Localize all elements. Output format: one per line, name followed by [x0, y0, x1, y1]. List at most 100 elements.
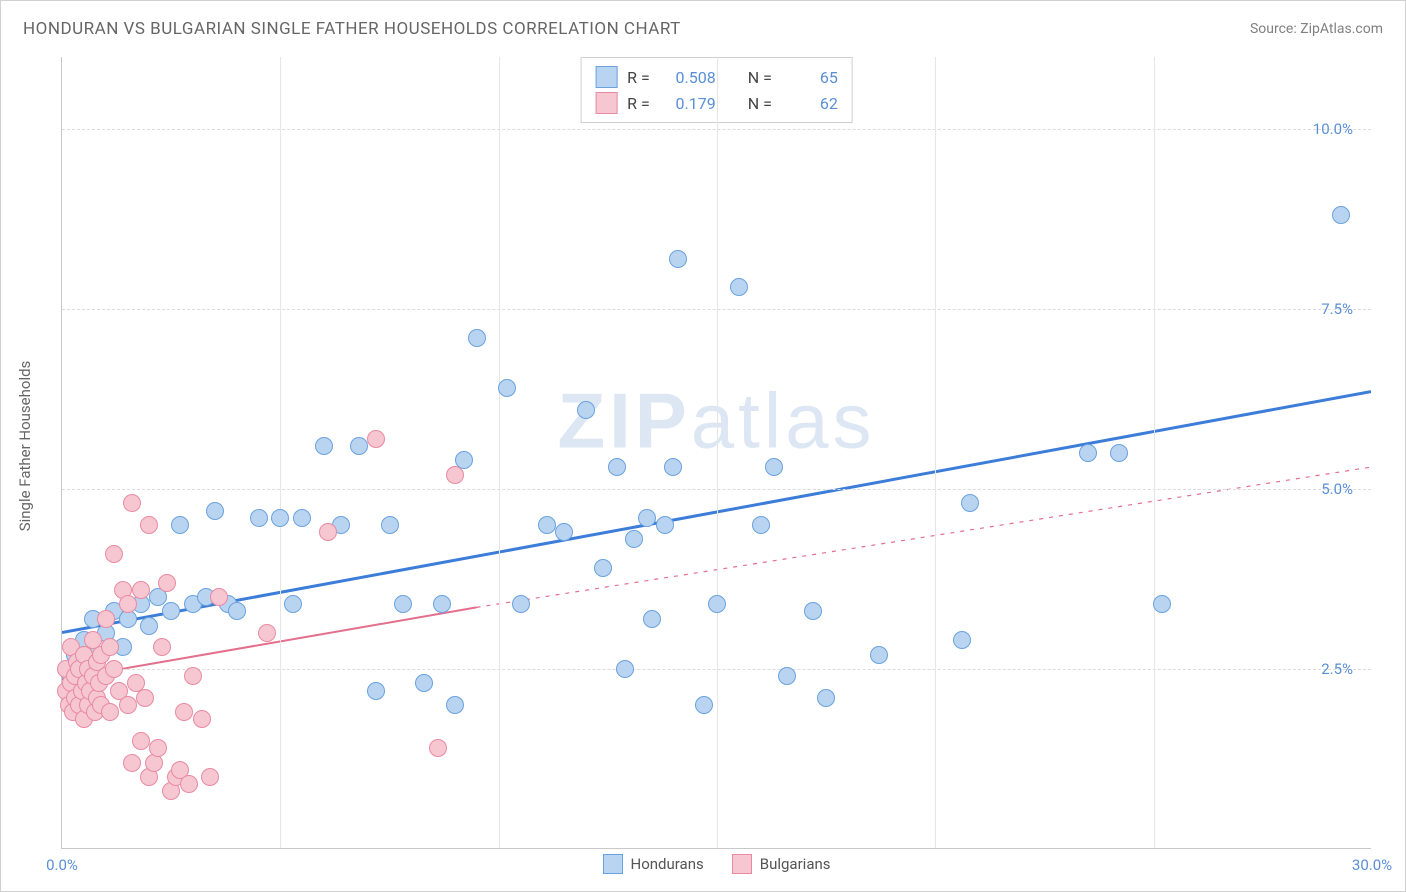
point-honduran [1153, 595, 1171, 613]
swatch-bulgarian [732, 854, 752, 874]
point-honduran [206, 502, 224, 520]
point-honduran [577, 401, 595, 419]
chart-title: HONDURAN VS BULGARIAN SINGLE FATHER HOUS… [23, 19, 681, 39]
gridline-v [935, 57, 936, 848]
point-bulgarian [123, 494, 141, 512]
chart-header: HONDURAN VS BULGARIAN SINGLE FATHER HOUS… [23, 19, 1383, 39]
point-honduran [394, 595, 412, 613]
legend-label-bulgarian: Bulgarians [760, 855, 831, 873]
point-honduran [498, 379, 516, 397]
legend-item-bulgarian: Bulgarians [732, 854, 831, 874]
chart-container: HONDURAN VS BULGARIAN SINGLE FATHER HOUS… [0, 0, 1406, 892]
point-honduran [870, 646, 888, 664]
point-honduran [730, 278, 748, 296]
gridline-v [499, 57, 500, 848]
point-honduran [512, 595, 530, 613]
point-bulgarian [105, 660, 123, 678]
x-tick-label: 30.0% [1352, 856, 1392, 874]
point-honduran [616, 660, 634, 678]
gridline-v [280, 57, 281, 848]
r-label: R = [627, 68, 650, 87]
point-honduran [708, 595, 726, 613]
point-bulgarian [136, 689, 154, 707]
point-honduran [538, 516, 556, 534]
point-honduran [638, 509, 656, 527]
point-honduran [1110, 444, 1128, 462]
plot-area: ZIPatlas R = 0.508 N = 65 R = 0.179 N = … [61, 57, 1371, 849]
point-honduran [594, 559, 612, 577]
point-honduran [271, 509, 289, 527]
point-honduran [643, 610, 661, 628]
point-honduran [381, 516, 399, 534]
point-honduran [293, 509, 311, 527]
point-honduran [284, 595, 302, 613]
point-honduran [765, 458, 783, 476]
point-honduran [171, 516, 189, 534]
swatch-bulgarian [595, 92, 617, 114]
point-honduran [555, 523, 573, 541]
point-honduran [350, 437, 368, 455]
watermark-bold: ZIP [557, 376, 690, 464]
r-value-bulgarian: 0.179 [660, 94, 716, 113]
point-honduran [752, 516, 770, 534]
point-bulgarian [180, 775, 198, 793]
point-honduran [664, 458, 682, 476]
point-bulgarian [123, 754, 141, 772]
point-honduran [778, 667, 796, 685]
gridline-v [717, 57, 718, 848]
point-honduran [315, 437, 333, 455]
point-honduran [695, 696, 713, 714]
point-honduran [953, 631, 971, 649]
point-honduran [367, 682, 385, 700]
point-bulgarian [158, 574, 176, 592]
point-bulgarian [210, 588, 228, 606]
point-honduran [446, 696, 464, 714]
point-honduran [228, 602, 246, 620]
point-bulgarian [201, 768, 219, 786]
legend-label-honduran: Hondurans [630, 855, 703, 873]
y-axis-title: Single Father Households [16, 361, 34, 532]
point-honduran [468, 329, 486, 347]
point-honduran [608, 458, 626, 476]
y-tick-label: 7.5% [1321, 300, 1353, 318]
gridline-v [1154, 57, 1155, 848]
y-tick-label: 10.0% [1313, 120, 1353, 138]
point-honduran [1079, 444, 1097, 462]
point-bulgarian [132, 732, 150, 750]
point-bulgarian [105, 545, 123, 563]
point-bulgarian [140, 516, 158, 534]
swatch-honduran [602, 854, 622, 874]
watermark-light: atlas [691, 376, 876, 464]
point-bulgarian [446, 466, 464, 484]
point-honduran [415, 674, 433, 692]
point-bulgarian [429, 739, 447, 757]
point-bulgarian [193, 710, 211, 728]
point-bulgarian [101, 638, 119, 656]
n-value-bulgarian: 62 [782, 94, 838, 113]
chart-source: Source: ZipAtlas.com [1250, 21, 1383, 37]
point-bulgarian [258, 624, 276, 642]
point-bulgarian [97, 610, 115, 628]
y-tick-label: 2.5% [1321, 660, 1353, 678]
point-bulgarian [175, 703, 193, 721]
point-honduran [250, 509, 268, 527]
n-value-honduran: 65 [782, 68, 838, 87]
legend-item-honduran: Hondurans [602, 854, 703, 874]
point-honduran [162, 602, 180, 620]
point-bulgarian [132, 581, 150, 599]
point-bulgarian [367, 430, 385, 448]
point-bulgarian [119, 595, 137, 613]
point-honduran [669, 250, 687, 268]
n-label: N = [748, 68, 772, 87]
point-bulgarian [319, 523, 337, 541]
point-honduran [625, 530, 643, 548]
point-bulgarian [119, 696, 137, 714]
point-honduran [961, 494, 979, 512]
point-bulgarian [149, 739, 167, 757]
point-honduran [433, 595, 451, 613]
swatch-honduran [595, 66, 617, 88]
y-tick-label: 5.0% [1321, 480, 1353, 498]
point-honduran [817, 689, 835, 707]
r-value-honduran: 0.508 [660, 68, 716, 87]
x-tick-label: 0.0% [46, 856, 78, 874]
